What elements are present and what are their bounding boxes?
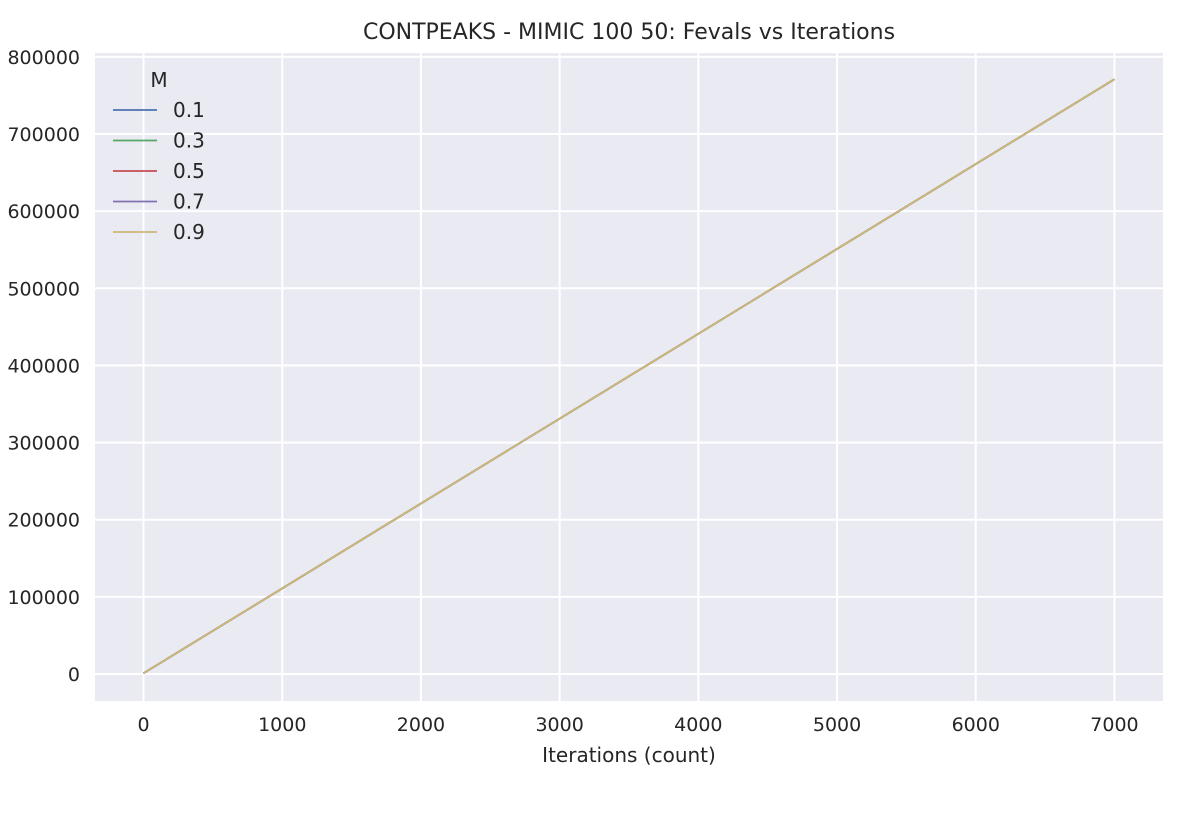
- y-tick-labels: 0 100000 200000 300000 400000 500000 600000 700…: [7, 47, 80, 686]
- y-tick-label: 700000: [7, 124, 80, 146]
- legend-entry: 0.1: [173, 98, 205, 122]
- x-tick-label: 2000: [397, 714, 445, 736]
- series-lines: [143, 78, 1115, 674]
- series-line-0.9: [143, 78, 1115, 674]
- y-tick-label: 600000: [7, 201, 80, 223]
- x-tick-label: 4000: [674, 714, 722, 736]
- y-tick-label: 200000: [7, 510, 80, 532]
- y-tick-label: 800000: [7, 47, 80, 69]
- legend-entry: 0.5: [173, 159, 205, 183]
- x-tick-label: 0: [137, 714, 149, 736]
- chart-title: CONTPEAKS - MIMIC 100 50: Fevals vs Iter…: [363, 20, 895, 45]
- x-tick-labels: 0 1000 2000 3000 4000 5000 6000 7000: [137, 714, 1138, 736]
- x-tick-label: 3000: [535, 714, 583, 736]
- y-tick-label: 100000: [7, 587, 80, 609]
- x-tick-label: 5000: [813, 714, 861, 736]
- y-tick-label: 400000: [7, 355, 80, 377]
- legend-title: M: [150, 68, 167, 92]
- x-tick-label: 6000: [952, 714, 1000, 736]
- grid: [95, 53, 1163, 701]
- legend: M 0.1 0.3 0.5 0.7 0.9: [113, 68, 205, 244]
- y-tick-label: 500000: [7, 278, 80, 300]
- legend-entry: 0.9: [173, 220, 205, 244]
- y-tick-label: 0: [68, 664, 80, 686]
- x-tick-label: 7000: [1090, 714, 1138, 736]
- x-axis-label: Iterations (count): [542, 743, 716, 767]
- legend-entry: 0.7: [173, 190, 205, 214]
- x-tick-label: 1000: [258, 714, 306, 736]
- y-tick-label: 300000: [7, 433, 80, 455]
- legend-entry: 0.3: [173, 129, 205, 153]
